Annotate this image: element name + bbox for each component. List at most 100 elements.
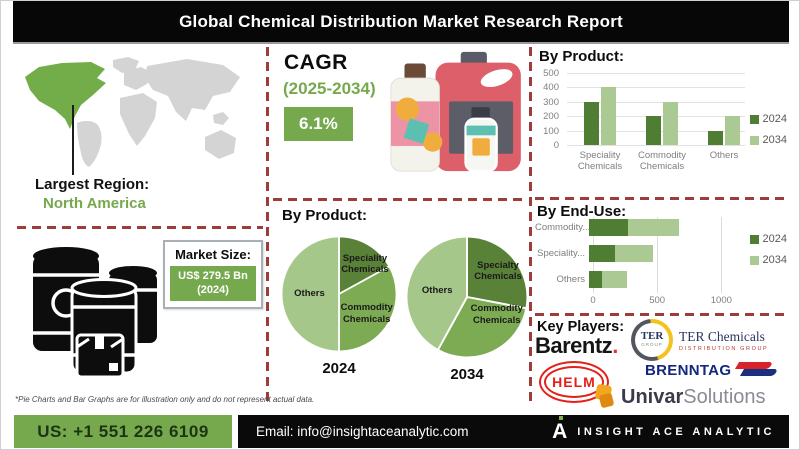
bar-2024 bbox=[646, 116, 661, 145]
pie-2024-caption: 2024 bbox=[322, 360, 356, 377]
bar-segment-2024 bbox=[589, 219, 628, 236]
map-australia bbox=[205, 130, 236, 159]
bar-2024 bbox=[584, 101, 599, 145]
legend-label: 2034 bbox=[762, 254, 787, 266]
helm-text: HELM bbox=[552, 374, 596, 390]
legend-label: 2024 bbox=[762, 233, 787, 245]
gridline bbox=[657, 217, 659, 293]
map-southeast-asia bbox=[213, 112, 229, 125]
ter-badge-inner: TER GROUP bbox=[635, 323, 669, 357]
pie-slice-speciality-chemicals bbox=[338, 235, 391, 295]
ter-badge-text: TER bbox=[640, 330, 664, 342]
legend-item-2024: 2024 bbox=[749, 113, 787, 125]
pie-slice-commodity-chemicals bbox=[338, 265, 398, 353]
bar-pair bbox=[646, 73, 678, 145]
map-europe bbox=[124, 67, 153, 90]
ter-badge-sub: GROUP bbox=[641, 342, 663, 347]
univar-icon bbox=[593, 383, 617, 410]
divider-vertical-left bbox=[266, 47, 269, 407]
logo-barentz: Barentz. bbox=[535, 333, 618, 359]
market-size-label: Market Size: bbox=[175, 247, 251, 262]
pie-2034-svg bbox=[405, 235, 529, 359]
bar-segment-2034 bbox=[627, 219, 679, 236]
brenntag-text: BRENNTAG bbox=[645, 362, 732, 379]
logo-univar-solutions: Univar Solutions bbox=[593, 383, 766, 410]
bar-group: Speciality Chemicals bbox=[573, 73, 627, 173]
category-label: Others bbox=[709, 150, 739, 161]
pie-slice-commodity-chemicals bbox=[436, 296, 528, 359]
logo-letter: A bbox=[552, 420, 568, 443]
bar-chart-y-axis: 0 100 200 300 400 500 bbox=[537, 68, 563, 151]
brand-name: INSIGHT ACE ANALYTIC bbox=[577, 425, 775, 438]
largest-region-label: Largest Region: bbox=[35, 176, 150, 193]
phone-number: US: +1 551 226 6109 bbox=[37, 421, 209, 441]
email-contact-bar: Email: info@insightaceanalytic.com A INS… bbox=[238, 415, 789, 448]
legend-item-2024: 2024 bbox=[749, 233, 787, 245]
map-north-america-highlight bbox=[25, 62, 106, 129]
largest-region-value: North America bbox=[43, 195, 146, 212]
map-africa bbox=[120, 93, 157, 146]
y-tick-label: 500 bbox=[543, 68, 559, 79]
chemical-drums-icon bbox=[33, 247, 157, 379]
bar-row: Others bbox=[535, 271, 679, 288]
pie-2034-label-commodity: Commodity Chemicals bbox=[470, 303, 523, 326]
disclaimer-note: *Pie Charts and Bar Graphs are for illus… bbox=[15, 395, 315, 404]
legend-item-2034: 2034 bbox=[749, 134, 787, 146]
logo-helm: HELM bbox=[539, 361, 609, 403]
legend-swatch bbox=[749, 255, 759, 265]
bar-track bbox=[589, 245, 654, 262]
category-label: Commodity Chemicals bbox=[637, 150, 687, 173]
insight-ace-logo-icon: A bbox=[552, 416, 568, 443]
pie-chart-2024: Speciality Chemicals Commodity Chemicals… bbox=[280, 235, 398, 377]
end-use-legend: 2024 2034 bbox=[749, 233, 787, 266]
region-pointer-line bbox=[72, 105, 74, 175]
x-tick-label: 500 bbox=[649, 295, 666, 306]
helm-inner-ring: HELM bbox=[544, 366, 604, 398]
x-tick-label: 0 bbox=[590, 295, 596, 306]
legend-swatch bbox=[749, 234, 759, 244]
bar-2034 bbox=[601, 87, 616, 145]
bar-track bbox=[589, 271, 628, 288]
map-south-america bbox=[77, 120, 102, 167]
pie-2024-label-speciality: Speciality Chemicals bbox=[341, 252, 389, 276]
legend-label: 2034 bbox=[762, 134, 787, 146]
divider-middle-column bbox=[273, 198, 525, 201]
bar-group: Others bbox=[697, 73, 751, 173]
pie-2024-svg bbox=[280, 235, 398, 353]
pie-slice-specialty-chemicals bbox=[466, 235, 529, 310]
logo-ter-badge: TER GROUP bbox=[631, 319, 673, 361]
bar-pair bbox=[584, 73, 616, 145]
brenntag-swoosh-icon bbox=[733, 362, 779, 379]
market-size-value: US$ 279.5 Bn (2024) bbox=[170, 266, 256, 301]
y-tick-label: 200 bbox=[543, 111, 559, 123]
bar-row: Commodity... bbox=[535, 219, 679, 236]
ter-name-line1: TER Chemicals bbox=[679, 329, 765, 344]
market-size-box: Market Size: US$ 279.5 Bn (2024) bbox=[163, 240, 263, 309]
bar-row: Speciality... bbox=[535, 245, 679, 262]
cagr-value-badge: 6.1% bbox=[284, 107, 353, 141]
by-product-pies-heading: By Product: bbox=[282, 207, 368, 224]
legend-swatch bbox=[749, 114, 759, 124]
gridline bbox=[567, 87, 745, 89]
world-map bbox=[25, 57, 240, 167]
bar-chart-groups: Speciality Chemicals Commodity Chemicals O… bbox=[573, 73, 751, 173]
map-greenland bbox=[113, 57, 139, 73]
cagr-label: CAGR bbox=[284, 51, 348, 74]
x-tick-label: 1000 bbox=[710, 295, 732, 306]
brand-group: A INSIGHT ACE ANALYTIC bbox=[552, 416, 775, 443]
gridline bbox=[721, 217, 723, 293]
bar-2034 bbox=[663, 101, 678, 145]
end-use-rows: Commodity... Speciality... Others bbox=[535, 219, 679, 297]
solutions-text: Solutions bbox=[683, 385, 766, 408]
pie-slice-others bbox=[280, 235, 340, 353]
y-tick-label: 300 bbox=[543, 96, 559, 108]
pie-2024-label-others: Others bbox=[294, 288, 325, 300]
bar-segment-2024 bbox=[589, 245, 615, 262]
y-tick-label: 0 bbox=[553, 140, 559, 151]
ter-name-line2: DISTRIBUTION GROUP bbox=[679, 346, 769, 352]
bar-group: Commodity Chemicals bbox=[635, 73, 689, 173]
pie-slice-others bbox=[405, 235, 468, 351]
by-product-bars-heading: By Product: bbox=[539, 48, 625, 65]
bar-segment-2034 bbox=[614, 245, 654, 262]
category-label: Commodity... bbox=[535, 222, 591, 233]
